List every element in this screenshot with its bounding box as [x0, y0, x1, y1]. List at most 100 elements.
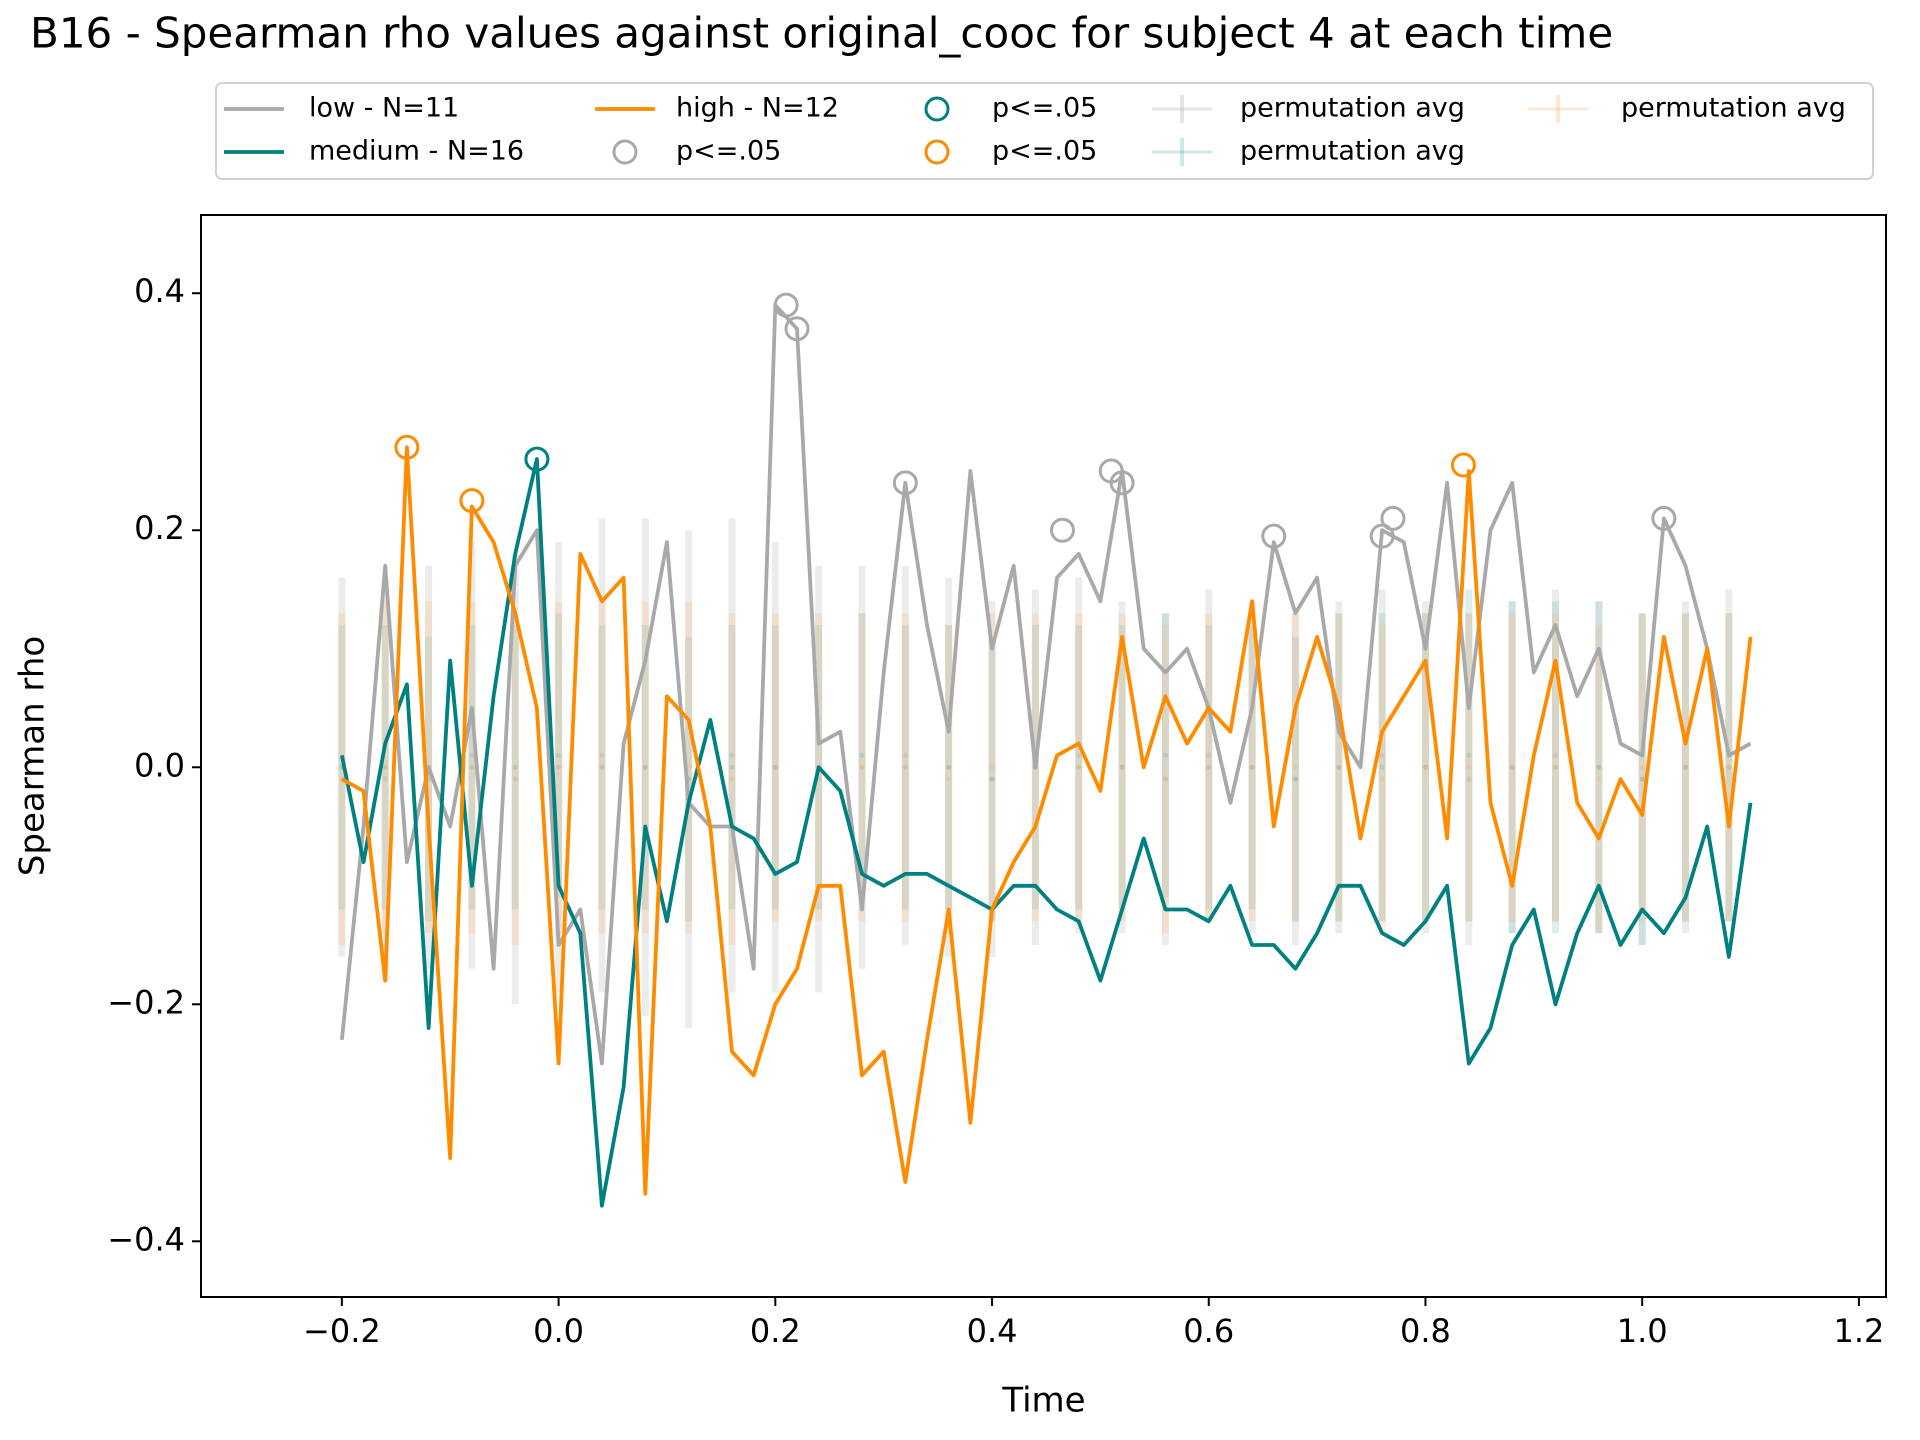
significance-marker [1651, 505, 1677, 531]
permutation-mean [1683, 764, 1689, 770]
permutation-mean [556, 764, 562, 770]
x-tick-label: 1.2 [1833, 1312, 1884, 1350]
permutation-mean [469, 764, 475, 770]
permutation-mean [512, 776, 518, 782]
x-tick-label: 0.2 [750, 1312, 801, 1350]
legend-label: p<=.05 [992, 136, 1097, 167]
permutation-mean [382, 764, 388, 770]
permutation-mean [1639, 776, 1645, 782]
permutation-mean [382, 776, 388, 782]
permutation-mean [772, 764, 778, 770]
permutation-mean [1466, 776, 1472, 782]
permutation-mean [772, 764, 778, 770]
series-line [340, 303, 1752, 1066]
x-tick-label: 0.6 [1183, 1312, 1234, 1350]
permutation-mean [1249, 764, 1255, 770]
legend-label: permutation avg [1621, 93, 1846, 124]
legend-swatch [924, 139, 950, 165]
permutation-mean [1379, 764, 1385, 770]
permutation-mean [1509, 764, 1515, 770]
permutation-mean [1076, 764, 1082, 770]
permutation-mean [1162, 776, 1168, 782]
significance-marker [524, 446, 550, 472]
permutation-mean [859, 752, 865, 758]
significance-marker [459, 488, 485, 514]
permutation-mean [1249, 764, 1255, 770]
permutation-mean [1509, 764, 1515, 770]
significance-marker [1369, 523, 1395, 549]
permutation-mean [989, 776, 995, 782]
permutation-mean [556, 752, 562, 758]
permutation-mean [902, 752, 908, 758]
permutation-mean [469, 764, 475, 770]
legend-label: high - N=12 [676, 93, 839, 124]
x-tick-label: −0.2 [303, 1312, 381, 1350]
significance-marker [1450, 452, 1476, 478]
permutation-mean [1683, 764, 1689, 770]
permutation-mean [946, 764, 952, 770]
permutation-mean [902, 764, 908, 770]
permutation-mean [1292, 776, 1298, 782]
permutation-mean [989, 776, 995, 782]
y-tick-label: 0.4 [134, 272, 185, 310]
permutation-mean [729, 764, 735, 770]
permutation-mean [1466, 764, 1472, 770]
permutation-mean [1206, 764, 1212, 770]
permutation-mean [382, 764, 388, 770]
legend-label: medium - N=16 [309, 136, 524, 167]
y-tick-label: 0.2 [134, 509, 185, 547]
permutation-mean [729, 752, 735, 758]
permutation-mean [599, 764, 605, 770]
significance-marker [784, 316, 810, 342]
legend-label: permutation avg [1240, 93, 1465, 124]
legend-label: permutation avg [1240, 136, 1465, 167]
permutation-mean [772, 764, 778, 770]
permutation-mean [902, 764, 908, 770]
x-tick-label: 0.0 [533, 1312, 584, 1350]
permutation-mean [859, 764, 865, 770]
permutation-mean [729, 776, 735, 782]
permutation-mean [1119, 764, 1125, 770]
permutation-mean [1639, 776, 1645, 782]
permutation-mean [642, 764, 648, 770]
permutation-mean [1162, 776, 1168, 782]
y-tick-label: −0.4 [107, 1220, 185, 1258]
permutation-mean [512, 776, 518, 782]
chart-title: B16 - Spearman rho values against origin… [30, 9, 1613, 58]
permutation-mean [1553, 752, 1559, 758]
legend-swatch [924, 96, 950, 122]
permutation-mean [1206, 752, 1212, 758]
permutation-mean [1076, 752, 1082, 758]
permutation-mean [642, 764, 648, 770]
permutation-mean [1596, 776, 1602, 782]
legend-box [215, 82, 1874, 180]
permutation-mean [1726, 764, 1732, 770]
permutation-mean [1726, 764, 1732, 770]
permutation-mean [1639, 764, 1645, 770]
permutation-mean [1206, 764, 1212, 770]
series-line [340, 445, 1753, 1196]
significance-marker [1261, 523, 1287, 549]
permutation-mean [1466, 752, 1472, 758]
y-tick-label: −0.2 [107, 983, 185, 1021]
permutation-mean [599, 752, 605, 758]
permutation-mean [946, 776, 952, 782]
permutation-mean [599, 764, 605, 770]
y-tick-label: 0.0 [134, 746, 185, 784]
permutation-mean [1683, 764, 1689, 770]
significance-marker [773, 292, 799, 318]
y-axis-label: Spearman rho [13, 636, 53, 876]
permutation-mean [1076, 764, 1082, 770]
permutation-mean [946, 764, 952, 770]
significance-marker [1380, 505, 1406, 531]
x-tick-label: 1.0 [1617, 1312, 1668, 1350]
permutation-mean [1553, 764, 1559, 770]
permutation-mean [1292, 764, 1298, 770]
permutation-mean [1422, 764, 1428, 770]
series-line [340, 457, 1753, 1208]
significance-marker [892, 470, 918, 496]
permutation-mean [512, 764, 518, 770]
permutation-mean [1596, 764, 1602, 770]
plot-frame [200, 214, 1887, 1298]
permutation-mean [469, 752, 475, 758]
